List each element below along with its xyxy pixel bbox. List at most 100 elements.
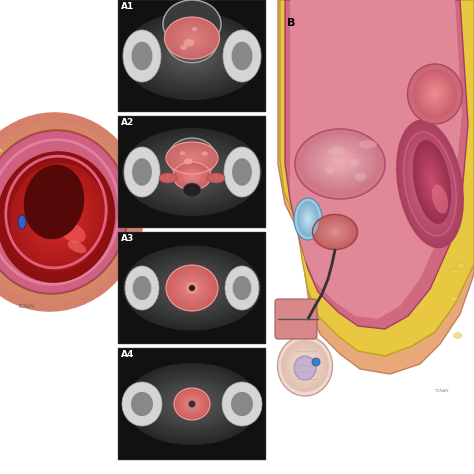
Ellipse shape	[183, 153, 201, 164]
Ellipse shape	[0, 128, 130, 296]
Ellipse shape	[141, 373, 243, 435]
Ellipse shape	[51, 209, 57, 215]
Ellipse shape	[174, 388, 210, 420]
Ellipse shape	[428, 86, 442, 101]
Ellipse shape	[21, 179, 83, 245]
Ellipse shape	[136, 137, 248, 207]
Ellipse shape	[414, 200, 425, 207]
Ellipse shape	[186, 399, 198, 410]
Ellipse shape	[179, 396, 206, 412]
Ellipse shape	[175, 277, 209, 299]
Ellipse shape	[0, 139, 120, 285]
Ellipse shape	[39, 195, 69, 229]
Ellipse shape	[0, 129, 129, 295]
Ellipse shape	[144, 258, 240, 318]
Ellipse shape	[401, 128, 459, 240]
Ellipse shape	[32, 191, 80, 243]
Ellipse shape	[318, 219, 352, 245]
Ellipse shape	[294, 198, 322, 240]
Ellipse shape	[188, 400, 197, 408]
Ellipse shape	[419, 163, 441, 205]
Ellipse shape	[371, 216, 381, 223]
Ellipse shape	[416, 9, 424, 14]
Ellipse shape	[192, 27, 198, 31]
Ellipse shape	[164, 17, 219, 59]
Ellipse shape	[423, 171, 437, 197]
Ellipse shape	[170, 144, 215, 172]
Text: A2: A2	[121, 118, 134, 127]
Ellipse shape	[328, 146, 346, 155]
Ellipse shape	[183, 39, 194, 46]
Text: B: B	[287, 18, 295, 28]
Ellipse shape	[0, 130, 128, 294]
Ellipse shape	[185, 282, 199, 294]
Ellipse shape	[410, 146, 450, 223]
FancyBboxPatch shape	[118, 116, 266, 228]
Ellipse shape	[315, 143, 365, 181]
Ellipse shape	[191, 403, 193, 405]
Ellipse shape	[36, 192, 80, 242]
Ellipse shape	[184, 170, 200, 182]
Ellipse shape	[137, 254, 247, 322]
Text: TCNAN: TCNAN	[18, 303, 35, 309]
Ellipse shape	[460, 110, 464, 113]
Ellipse shape	[166, 265, 218, 311]
Ellipse shape	[417, 158, 444, 210]
Ellipse shape	[350, 159, 359, 166]
Ellipse shape	[27, 182, 82, 242]
Ellipse shape	[148, 377, 236, 431]
Ellipse shape	[154, 264, 230, 311]
Ellipse shape	[122, 128, 262, 216]
Ellipse shape	[0, 126, 132, 299]
Ellipse shape	[165, 388, 219, 420]
Ellipse shape	[73, 139, 82, 145]
Ellipse shape	[68, 241, 86, 253]
Ellipse shape	[170, 269, 214, 307]
Ellipse shape	[418, 74, 453, 114]
Ellipse shape	[300, 76, 307, 82]
Ellipse shape	[308, 138, 372, 186]
Ellipse shape	[171, 145, 213, 171]
FancyArrowPatch shape	[281, 325, 305, 328]
Ellipse shape	[27, 184, 86, 250]
Ellipse shape	[17, 170, 100, 264]
Ellipse shape	[424, 165, 440, 199]
Ellipse shape	[189, 402, 195, 406]
Ellipse shape	[426, 84, 444, 104]
Ellipse shape	[139, 23, 245, 89]
Ellipse shape	[27, 185, 77, 238]
Ellipse shape	[232, 42, 253, 70]
Ellipse shape	[185, 168, 199, 176]
Ellipse shape	[0, 145, 115, 279]
Ellipse shape	[422, 161, 442, 203]
Ellipse shape	[146, 27, 237, 84]
Ellipse shape	[281, 340, 329, 392]
Ellipse shape	[231, 392, 253, 416]
Ellipse shape	[39, 195, 77, 238]
Ellipse shape	[185, 284, 199, 292]
Ellipse shape	[185, 32, 200, 44]
Ellipse shape	[0, 142, 117, 282]
Ellipse shape	[65, 254, 70, 257]
Ellipse shape	[168, 390, 216, 419]
Ellipse shape	[41, 201, 71, 234]
Ellipse shape	[179, 28, 205, 48]
Ellipse shape	[185, 154, 199, 162]
Ellipse shape	[414, 154, 446, 214]
Ellipse shape	[18, 175, 86, 248]
Ellipse shape	[186, 34, 198, 42]
Ellipse shape	[419, 76, 450, 111]
Ellipse shape	[178, 280, 206, 297]
FancyBboxPatch shape	[118, 232, 266, 344]
Ellipse shape	[174, 147, 210, 169]
Ellipse shape	[314, 216, 356, 248]
Ellipse shape	[457, 263, 465, 268]
Ellipse shape	[306, 215, 310, 223]
Ellipse shape	[328, 226, 343, 238]
Ellipse shape	[298, 358, 312, 374]
Text: A1: A1	[121, 2, 134, 11]
Ellipse shape	[168, 267, 216, 309]
PathPatch shape	[290, 0, 462, 319]
Ellipse shape	[0, 151, 115, 283]
Ellipse shape	[297, 201, 319, 237]
